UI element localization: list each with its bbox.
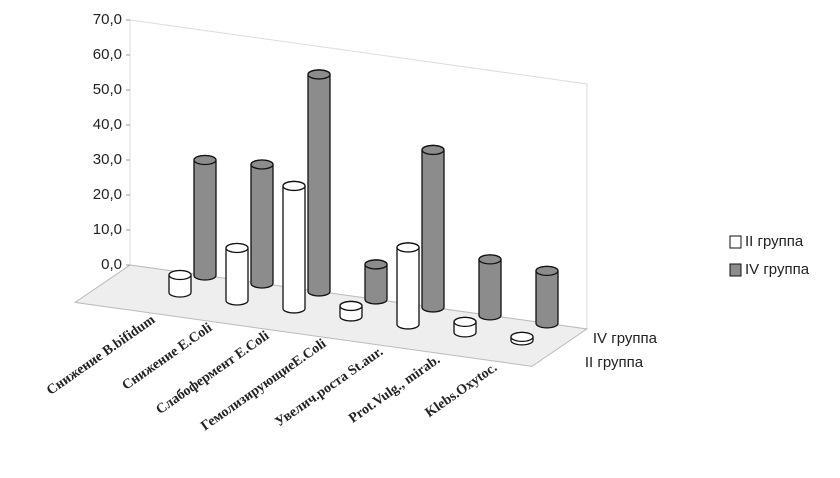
depth-label: IV группа — [593, 330, 658, 347]
cylinder-top — [225, 242, 249, 254]
depth-label: II группа — [585, 354, 644, 371]
floor — [73, 264, 589, 367]
y-tick-label: 50,0 — [93, 81, 122, 98]
cylinder-top — [364, 259, 388, 270]
cylinder-top — [168, 269, 192, 281]
cylinder-top — [510, 331, 534, 343]
cylinder-top — [307, 69, 331, 80]
cylinder — [307, 69, 331, 297]
legend-swatch — [729, 235, 742, 249]
cylinder — [478, 254, 502, 321]
y-tick-label: 20,0 — [93, 186, 122, 203]
cylinder-top — [396, 242, 420, 253]
y-tick-label: 70,0 — [93, 11, 122, 28]
x-tick-label: Слабофермент E.Coli — [154, 328, 273, 417]
cylinder-top — [339, 300, 363, 312]
x-tick-label: Снижение B.bifidum — [44, 312, 158, 398]
cylinder-top — [421, 144, 445, 156]
legend-label: IV группа — [745, 261, 810, 278]
cylinder-top — [478, 254, 502, 265]
y-tick-label: 30,0 — [93, 151, 122, 168]
cylinder — [193, 154, 217, 281]
cylinder-top — [453, 316, 477, 328]
y-tick-label: 10,0 — [93, 221, 122, 238]
cylinder — [421, 144, 445, 313]
y-tick-label: 40,0 — [93, 116, 122, 133]
legend-label: II группа — [745, 233, 804, 250]
legend-swatch — [729, 263, 742, 277]
x-tick-label: ГемолизирующиеE.Coli — [199, 336, 330, 434]
cylinder-top — [193, 154, 217, 166]
y-tick-label: 0,0 — [101, 256, 122, 273]
cylinder-top — [282, 180, 306, 192]
cylinder-top — [250, 159, 274, 170]
y-tick-label: 60,0 — [93, 46, 122, 63]
cylinder-top — [535, 265, 559, 277]
cylinder — [396, 242, 420, 330]
cylinder — [282, 180, 306, 314]
cylinder — [250, 159, 274, 289]
